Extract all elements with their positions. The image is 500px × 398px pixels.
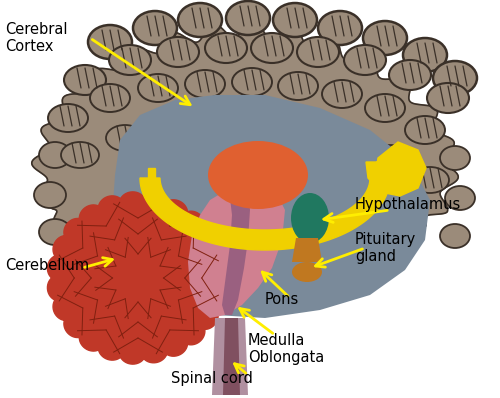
Ellipse shape	[286, 117, 324, 143]
Text: Hypothalamus: Hypothalamus	[355, 197, 461, 213]
Ellipse shape	[185, 70, 225, 98]
Ellipse shape	[205, 33, 247, 63]
Polygon shape	[222, 188, 250, 315]
Ellipse shape	[371, 145, 409, 171]
Ellipse shape	[329, 127, 367, 153]
Polygon shape	[112, 95, 430, 318]
Polygon shape	[188, 185, 285, 318]
Ellipse shape	[90, 84, 130, 112]
Ellipse shape	[49, 255, 81, 281]
Ellipse shape	[39, 142, 71, 168]
Ellipse shape	[389, 60, 431, 90]
Ellipse shape	[318, 11, 362, 45]
Ellipse shape	[61, 142, 99, 168]
Polygon shape	[212, 318, 248, 395]
Polygon shape	[32, 22, 458, 267]
Polygon shape	[48, 192, 230, 364]
Text: Spinal cord: Spinal cord	[171, 371, 253, 386]
Ellipse shape	[39, 219, 71, 245]
Ellipse shape	[48, 104, 88, 132]
Text: Medulla
Oblongata: Medulla Oblongata	[248, 333, 324, 365]
Ellipse shape	[178, 3, 222, 37]
Ellipse shape	[433, 61, 477, 95]
Ellipse shape	[196, 113, 234, 139]
Ellipse shape	[273, 3, 317, 37]
Polygon shape	[148, 168, 155, 188]
Ellipse shape	[157, 37, 199, 67]
Ellipse shape	[64, 65, 106, 95]
Ellipse shape	[445, 186, 475, 210]
Ellipse shape	[241, 111, 279, 137]
Polygon shape	[223, 318, 240, 395]
Ellipse shape	[363, 21, 407, 55]
Ellipse shape	[322, 80, 362, 108]
Ellipse shape	[365, 94, 405, 122]
Ellipse shape	[208, 141, 308, 209]
Ellipse shape	[226, 1, 270, 35]
Ellipse shape	[297, 37, 339, 67]
Ellipse shape	[109, 45, 151, 75]
Ellipse shape	[292, 262, 322, 282]
Text: Cerebral
Cortex: Cerebral Cortex	[5, 22, 68, 55]
Ellipse shape	[403, 38, 447, 72]
Ellipse shape	[291, 193, 329, 243]
Ellipse shape	[232, 68, 272, 96]
Ellipse shape	[405, 116, 445, 144]
Polygon shape	[140, 178, 390, 250]
Ellipse shape	[151, 117, 189, 143]
Text: Cerebellum: Cerebellum	[5, 258, 89, 273]
Ellipse shape	[34, 182, 66, 208]
Ellipse shape	[427, 83, 469, 113]
Ellipse shape	[278, 72, 318, 100]
Text: Pituitary
gland: Pituitary gland	[355, 232, 416, 264]
Ellipse shape	[88, 25, 132, 59]
Ellipse shape	[251, 33, 293, 63]
Ellipse shape	[440, 146, 470, 170]
Ellipse shape	[106, 125, 144, 151]
Ellipse shape	[440, 224, 470, 248]
Ellipse shape	[138, 74, 178, 102]
Text: Pons: Pons	[265, 293, 299, 308]
Ellipse shape	[133, 11, 177, 45]
Polygon shape	[292, 238, 322, 262]
Ellipse shape	[411, 167, 449, 193]
Polygon shape	[366, 142, 426, 196]
Ellipse shape	[344, 45, 386, 75]
